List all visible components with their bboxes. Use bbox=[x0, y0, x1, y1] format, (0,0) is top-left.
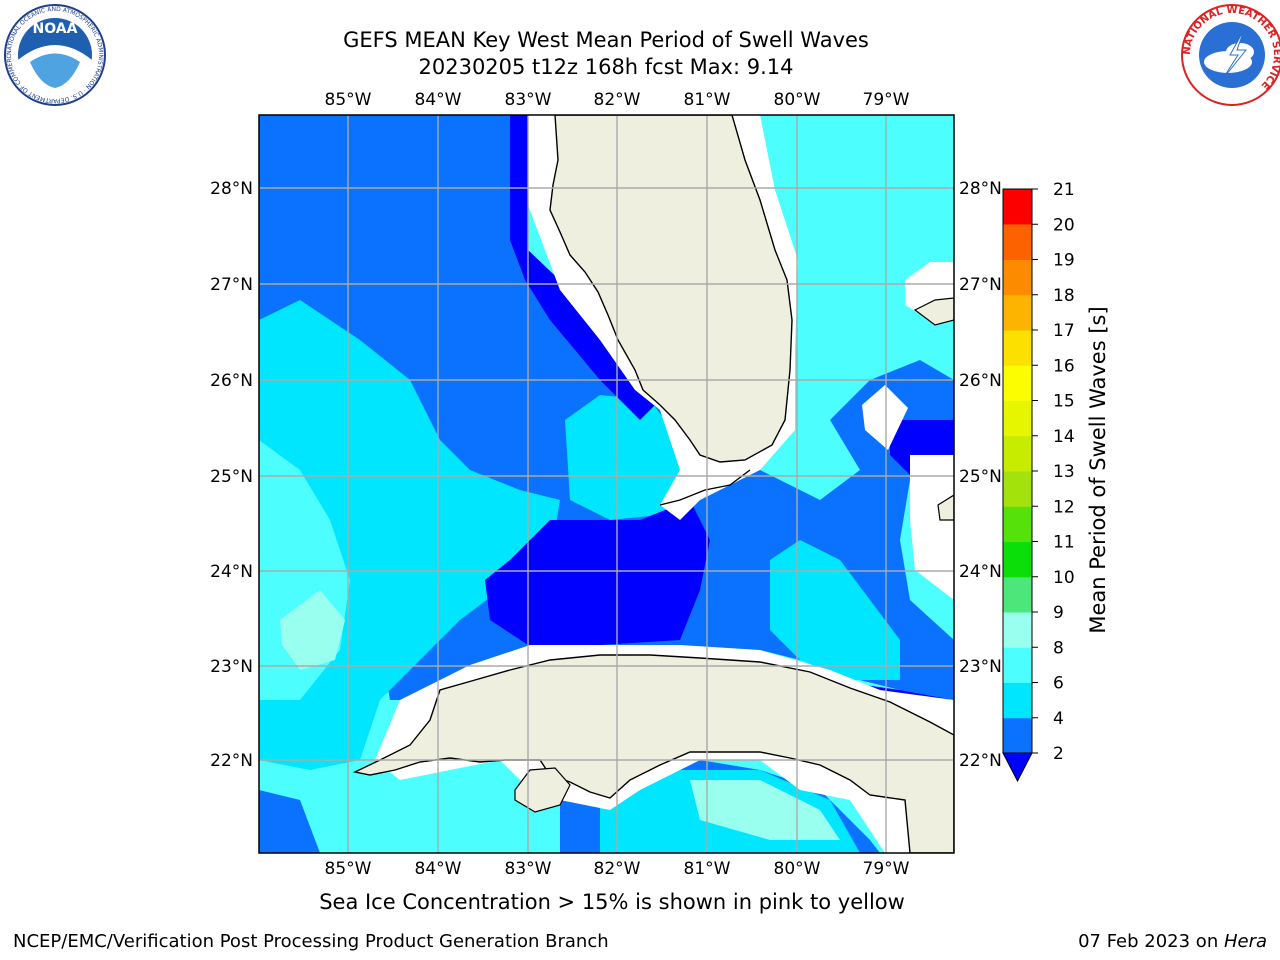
lon-labels-bottom: 85°W 84°W 83°W 82°W 81°W 80°W 79°W bbox=[325, 859, 910, 879]
lon-tick-label: 83°W bbox=[505, 90, 552, 110]
colorbar-segment bbox=[1003, 189, 1032, 225]
lon-tick-label: 85°W bbox=[325, 859, 372, 879]
colorbar-segment bbox=[1003, 224, 1032, 260]
lon-tick-label: 82°W bbox=[594, 859, 641, 879]
footer-credit: NCEP/EMC/Verification Post Processing Pr… bbox=[13, 931, 609, 952]
colorbar-tick-label: 17 bbox=[1053, 321, 1075, 341]
colorbar-tick-label: 11 bbox=[1053, 533, 1075, 553]
lat-tick-label: 22°N bbox=[210, 751, 253, 771]
colorbar-segment bbox=[1003, 330, 1032, 366]
colorbar-tick-label: 13 bbox=[1053, 462, 1075, 482]
colorbar-tick-label: 12 bbox=[1053, 497, 1075, 517]
colorbar-tick-label: 15 bbox=[1053, 392, 1075, 412]
colorbar: 2 4 6 8 9 10 11 12 13 14 15 16 17 18 19 20 21 bbox=[1002, 180, 1075, 783]
lat-labels-right: 28°N 27°N 26°N 25°N 24°N 23°N 22°N bbox=[959, 179, 1002, 771]
colorbar-tick-label: 14 bbox=[1053, 427, 1075, 447]
colorbar-tick-label: 2 bbox=[1053, 744, 1064, 764]
colorbar-under-arrow bbox=[1002, 752, 1033, 783]
colorbar-segment bbox=[1003, 435, 1032, 472]
colorbar-tick-label: 21 bbox=[1053, 180, 1075, 200]
map-frame bbox=[258, 114, 955, 854]
lon-tick-label: 83°W bbox=[505, 859, 552, 879]
colorbar-segment bbox=[1003, 506, 1032, 542]
period-band-6-8-east bbox=[790, 130, 954, 270]
lat-tick-label: 22°N bbox=[959, 751, 1002, 771]
lat-tick-label: 25°N bbox=[210, 467, 253, 487]
colorbar-tick-label: 18 bbox=[1053, 286, 1075, 306]
period-band-4-6-east bbox=[770, 540, 900, 680]
lat-tick-label: 24°N bbox=[959, 562, 1002, 582]
period-band-2-4-lower bbox=[259, 790, 320, 853]
lon-tick-label: 82°W bbox=[594, 90, 641, 110]
lat-tick-label: 28°N bbox=[210, 179, 253, 199]
colorbar-segment bbox=[1003, 717, 1032, 754]
lat-tick-label: 25°N bbox=[959, 467, 1002, 487]
period-band-6-8-south bbox=[320, 780, 540, 853]
colorbar-segment bbox=[1003, 294, 1032, 331]
footer-date-text: 07 Feb 2023 on bbox=[1078, 931, 1224, 952]
chart-subtitle: 20230205 t12z 168h fcst Max: 9.14 bbox=[418, 55, 794, 79]
noaa-logo: NATIONAL OCEANIC AND ATMOSPHERIC ADMINIS… bbox=[0, 0, 106, 106]
bahamas-island-1 bbox=[913, 297, 954, 326]
colorbar-segment bbox=[1003, 682, 1032, 719]
lat-tick-label: 24°N bbox=[210, 562, 253, 582]
florida-keys bbox=[659, 469, 751, 506]
colorbar-tick-label: 19 bbox=[1053, 251, 1075, 271]
colorbar-tick-label: 8 bbox=[1053, 638, 1064, 658]
period-band-4-6-shelf bbox=[565, 395, 690, 520]
lon-tick-label: 84°W bbox=[415, 859, 462, 879]
colorbar-tick-label: 4 bbox=[1053, 709, 1064, 729]
colorbar-segment bbox=[1003, 365, 1032, 401]
lat-tick-label: 23°N bbox=[959, 657, 1002, 677]
chart-title: GEFS MEAN Key West Mean Period of Swell … bbox=[343, 28, 869, 52]
period-band-8-9 bbox=[280, 590, 345, 670]
lon-tick-label: 80°W bbox=[774, 859, 821, 879]
colorbar-segment bbox=[1003, 647, 1032, 683]
colorbar-segment bbox=[1003, 541, 1032, 578]
lat-labels-left: 28°N 27°N 26°N 25°N 24°N 23°N 22°N bbox=[210, 179, 253, 771]
bahamas-mask-2 bbox=[862, 385, 908, 450]
colorbar-segment bbox=[1003, 471, 1032, 507]
colorbar-tick-label: 6 bbox=[1053, 674, 1064, 694]
lon-tick-label: 85°W bbox=[325, 90, 372, 110]
colorbar-segment bbox=[1003, 400, 1032, 437]
period-band-8-9-south bbox=[690, 780, 840, 840]
lon-tick-label: 84°W bbox=[415, 90, 462, 110]
lat-tick-label: 26°N bbox=[959, 371, 1002, 391]
bahamas-mask-3 bbox=[910, 455, 954, 600]
lat-tick-label: 26°N bbox=[210, 371, 253, 391]
lat-tick-label: 23°N bbox=[210, 657, 253, 677]
svg-text:NOAA: NOAA bbox=[33, 21, 78, 37]
isla-juventud bbox=[514, 767, 571, 813]
lon-tick-label: 79°W bbox=[863, 859, 910, 879]
footer-machine: Hera bbox=[1223, 931, 1267, 952]
colorbar-tick-label: 10 bbox=[1053, 568, 1075, 588]
colorbar-segment bbox=[1003, 612, 1032, 648]
colorbar-segment bbox=[1003, 259, 1032, 296]
lon-tick-label: 79°W bbox=[863, 90, 910, 110]
lon-labels-top: 85°W 84°W 83°W 82°W 81°W 80°W 79°W bbox=[325, 90, 910, 110]
period-band-under-2-strait bbox=[485, 500, 710, 645]
colorbar-segment bbox=[1003, 576, 1032, 613]
florida-land bbox=[549, 115, 793, 463]
colorbar-tick-label: 9 bbox=[1053, 603, 1064, 623]
nws-logo: NATIONAL WEATHER SERVICE bbox=[1181, 4, 1280, 106]
sea-ice-note: Sea Ice Concentration > 15% is shown in … bbox=[319, 890, 905, 914]
lat-tick-label: 27°N bbox=[210, 275, 253, 295]
colorbar-tick-label: 16 bbox=[1053, 356, 1075, 376]
lat-tick-label: 27°N bbox=[959, 275, 1002, 295]
bahamas-island-3 bbox=[937, 494, 954, 521]
lon-tick-label: 80°W bbox=[774, 90, 821, 110]
lon-tick-label: 81°W bbox=[684, 90, 731, 110]
graticule bbox=[259, 115, 954, 853]
lat-tick-label: 28°N bbox=[959, 179, 1002, 199]
colorbar-label: Mean Period of Swell Waves [s] bbox=[1086, 306, 1110, 633]
lon-tick-label: 81°W bbox=[684, 859, 731, 879]
map-area bbox=[259, 115, 954, 853]
footer-date: 07 Feb 2023 on Hera bbox=[1078, 931, 1267, 952]
colorbar-tick-label: 20 bbox=[1053, 215, 1075, 235]
